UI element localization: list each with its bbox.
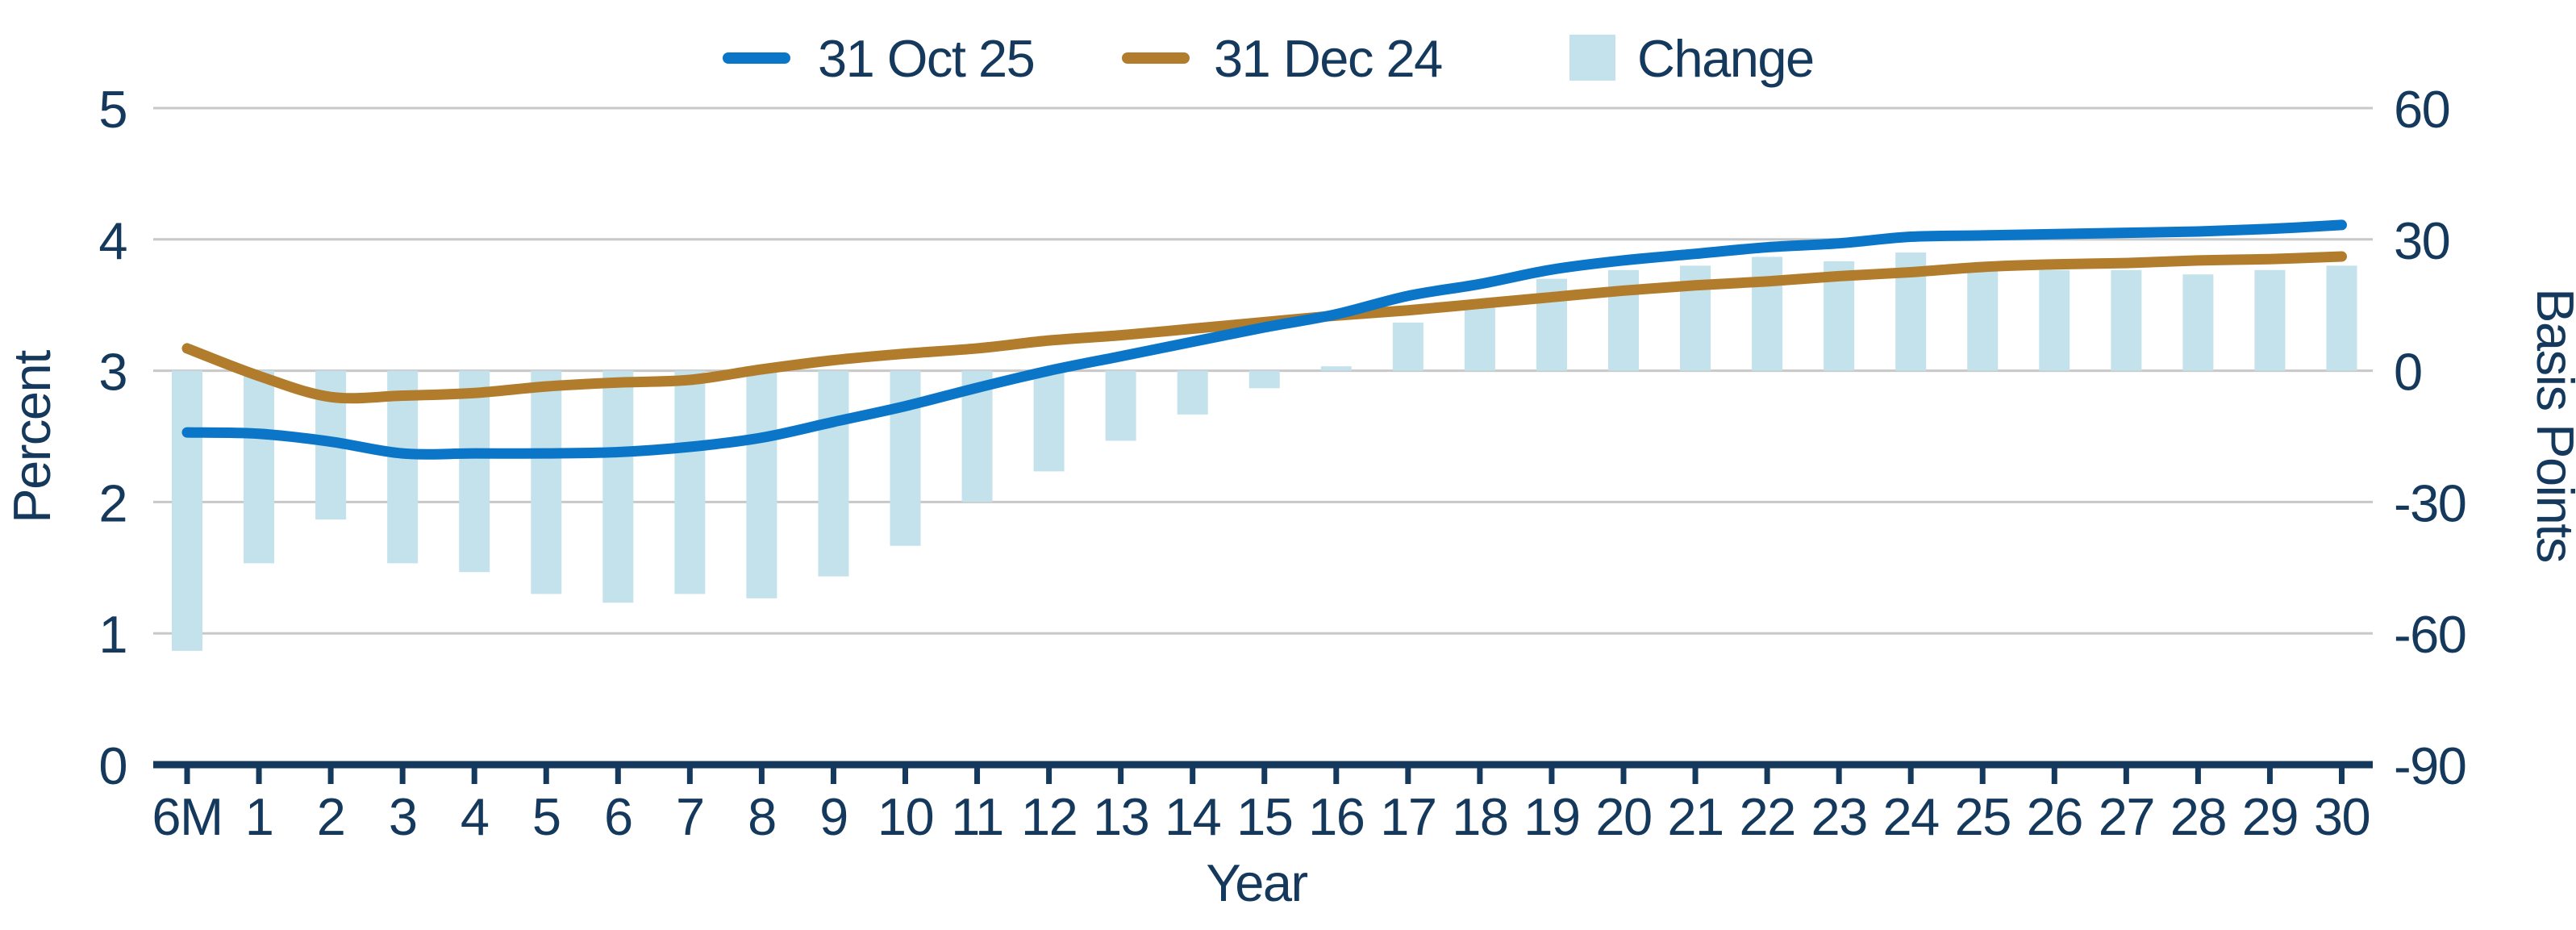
change-bar-16 <box>1320 366 1352 371</box>
right-axis-tick-label: -30 <box>2394 473 2466 532</box>
right-axis-tick-label: 0 <box>2394 343 2422 402</box>
x-axis-tick-label: 12 <box>1021 787 1077 846</box>
change-bar-12 <box>1033 370 1065 472</box>
change-bar-30 <box>2326 265 2357 371</box>
x-axis-tick-label: 6 <box>604 787 632 846</box>
change-bar-8 <box>746 370 777 598</box>
legend-swatch-31-oct-25 <box>723 52 790 64</box>
change-bar-17 <box>1392 322 1423 371</box>
change-bar-26 <box>2039 269 2070 371</box>
x-axis-tick-label: 10 <box>877 787 933 846</box>
left-axis-tick-label: 4 <box>98 211 127 270</box>
x-axis-title: Year <box>1206 853 1307 912</box>
left-axis-tick-label: 1 <box>98 605 127 664</box>
change-bar-22 <box>1752 256 1783 371</box>
legend-label-31-dec-24: 31 Dec 24 <box>1214 29 1442 88</box>
curve-lines-layer <box>181 219 2347 460</box>
change-bar-6M <box>172 370 202 651</box>
change-bar-29 <box>2254 269 2286 371</box>
right-axis-tick-label: -90 <box>2394 736 2466 795</box>
x-axis-tick-label: 8 <box>748 787 776 846</box>
change-bar-18 <box>1464 305 1495 371</box>
x-axis-tick-label: 2 <box>317 787 345 846</box>
change-bar-13 <box>1105 370 1136 441</box>
right-axis-tick-label: 60 <box>2394 80 2449 139</box>
change-bar-27 <box>2111 269 2142 371</box>
x-axis-tick-label: 1 <box>245 787 273 846</box>
change-bar-7 <box>674 370 706 594</box>
right-axis-tick-label: -60 <box>2394 605 2466 664</box>
x-axis-tick-label: 18 <box>1452 787 1507 846</box>
change-bar-5 <box>531 370 562 594</box>
x-axis-tick-label: 19 <box>1524 787 1579 846</box>
change-bar-3 <box>387 370 419 564</box>
legend-label-31-oct-25: 31 Oct 25 <box>818 29 1034 88</box>
change-bar-10 <box>890 370 921 546</box>
x-axis-tick-label: 6M <box>152 787 222 846</box>
change-bar-1 <box>244 370 275 564</box>
change-bar-9 <box>818 370 849 577</box>
x-axis-tick-label: 29 <box>2242 787 2298 846</box>
x-axis-tick-label: 16 <box>1308 787 1364 846</box>
legend-swatch-31-dec-24 <box>1122 52 1190 64</box>
x-axis-tick-label: 11 <box>951 787 1002 846</box>
curve-line-31-oct-25 <box>181 219 2347 460</box>
x-axis-tick-label: 14 <box>1165 787 1221 846</box>
change-bar-6 <box>602 370 634 603</box>
x-axis-tick-label: 7 <box>676 787 704 846</box>
left-axis-tick-label: 3 <box>98 343 127 402</box>
x-axis-tick-label: 20 <box>1595 787 1651 846</box>
x-axis-tick-label: 30 <box>2314 787 2370 846</box>
change-bar-15 <box>1248 370 1280 389</box>
legend-swatch-change <box>1569 35 1615 81</box>
change-bar-28 <box>2182 274 2214 371</box>
left-axis-tick-label: 2 <box>98 473 127 532</box>
change-bar-14 <box>1177 370 1208 415</box>
x-axis-tick-label: 25 <box>1955 787 2011 846</box>
x-axis-tick-label: 15 <box>1236 787 1292 846</box>
left-axis-tick-label: 5 <box>98 80 127 139</box>
x-axis-tick-label: 22 <box>1739 787 1794 846</box>
change-bar-4 <box>459 370 490 573</box>
x-axis-layer <box>153 761 2373 784</box>
x-axis-tick-label: 27 <box>2099 787 2154 846</box>
x-axis-tick-label: 4 <box>461 787 489 846</box>
x-axis-tick-label: 23 <box>1811 787 1866 846</box>
x-axis-tick-label: 24 <box>1883 787 1940 846</box>
x-axis-tick-label: 9 <box>819 787 848 846</box>
x-axis-tick-label: 5 <box>532 787 561 846</box>
chart-legend: 31 Oct 25 31 Dec 24 Change <box>723 29 1815 88</box>
change-bar-25 <box>1967 265 1999 371</box>
legend-label-change: Change <box>1637 29 1814 88</box>
right-axis-title: Basis Points <box>2526 288 2576 562</box>
x-axis-tick-label: 28 <box>2170 787 2226 846</box>
right-axis-tick-label: 30 <box>2394 211 2449 270</box>
x-axis-tick-label: 17 <box>1380 787 1436 846</box>
x-axis-tick-label: 13 <box>1093 787 1148 846</box>
left-axis-title: Percent <box>2 350 61 523</box>
left-axis-tick-label: 0 <box>98 736 127 795</box>
x-axis-tick-label: 3 <box>389 787 417 846</box>
x-axis-tick-label: 26 <box>2027 787 2082 846</box>
x-axis-tick-label: 21 <box>1667 787 1723 846</box>
